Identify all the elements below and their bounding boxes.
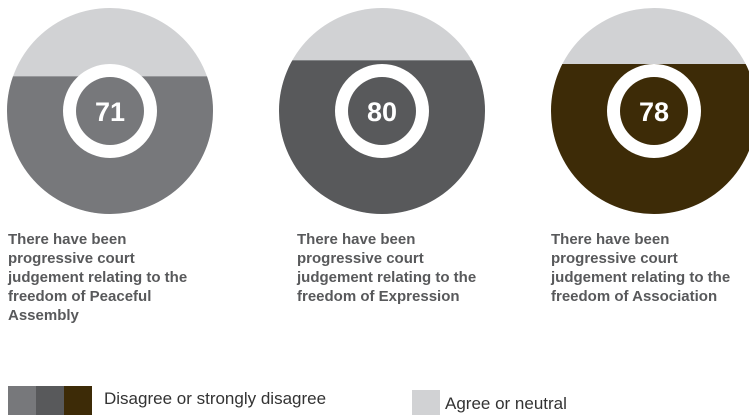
ring-inner (76, 77, 144, 145)
value-label: 71 (95, 97, 125, 127)
legend-label: Disagree or strongly disagree (104, 389, 327, 408)
category-label: There have been progressive court judgem… (551, 231, 731, 305)
legend-swatch (8, 386, 36, 415)
legend-swatch (36, 386, 64, 415)
value-label: 78 (639, 97, 669, 127)
ring-inner (348, 77, 416, 145)
value-label: 80 (367, 97, 397, 127)
legend-swatch (412, 390, 440, 415)
ring-inner (620, 77, 688, 145)
category-label: There have been progressive court judgem… (8, 231, 188, 324)
legend-swatch (64, 386, 92, 415)
legend-label: Agree or neutral (445, 394, 567, 413)
category-label: There have been progressive court judgem… (297, 231, 477, 305)
